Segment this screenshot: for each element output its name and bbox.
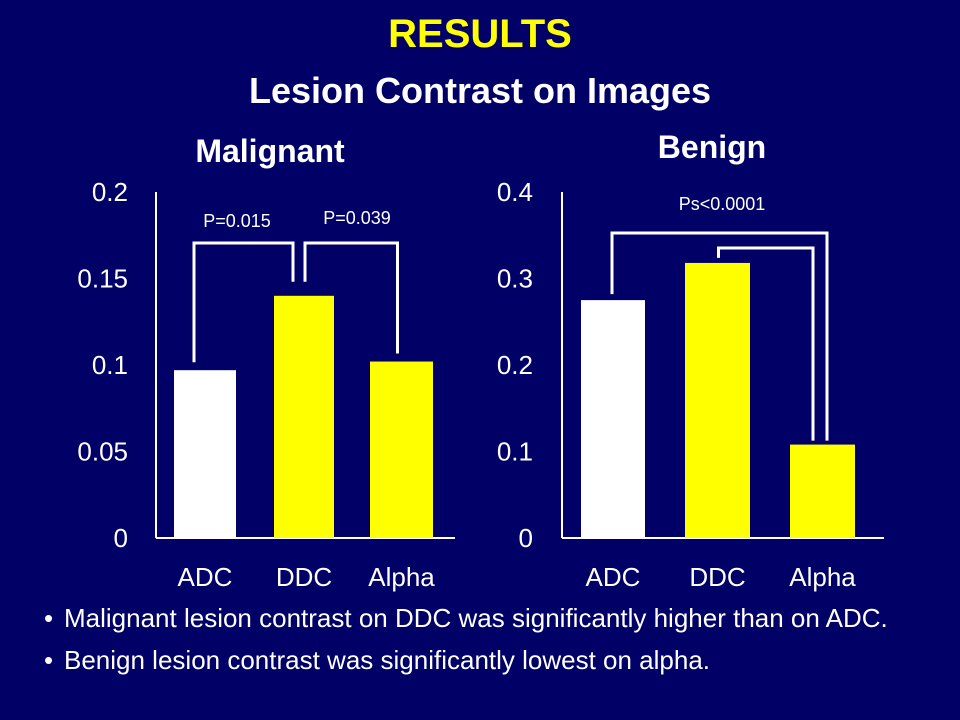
y-tick-label: 0.15 (77, 264, 128, 294)
y-tick-label: 0.3 (497, 264, 533, 294)
p-value-label: Ps<0.0001 (679, 194, 766, 214)
y-tick-label: 0.2 (497, 350, 533, 380)
significance-bracket (303, 241, 399, 354)
x-category-label: Alpha (368, 562, 435, 592)
p-value-label: P=0.015 (203, 211, 271, 231)
bullet-item: • Benign lesion contrast was significant… (44, 645, 934, 675)
bullet-dot: • (44, 645, 54, 675)
bullet-dot: • (44, 603, 54, 633)
y-tick-label: 0.05 (77, 437, 128, 467)
x-category-label: ADC (586, 562, 641, 592)
bar-adc (174, 370, 236, 538)
slide-subtitle: Lesion Contrast on Images (248, 70, 712, 111)
y-tick-label: 0 (114, 523, 128, 553)
slide-title: RESULTS (388, 12, 572, 56)
bar-ddc (274, 295, 334, 538)
x-category-label: Alpha (789, 562, 856, 592)
significance-bracket (610, 231, 829, 441)
bar-adc (581, 300, 645, 538)
chart-title: Benign (658, 129, 766, 165)
bullet-list: • Malignant lesion contrast on DDC was s… (44, 603, 934, 687)
chart-title: Malignant (195, 133, 345, 169)
x-category-label: DDC (689, 562, 745, 592)
significance-bracket (192, 241, 295, 363)
y-tick-label: 0 (519, 523, 533, 553)
bar-alpha (790, 444, 855, 538)
x-category-label: DDC (276, 562, 332, 592)
bar-alpha (370, 361, 433, 538)
significance-bracket (717, 246, 815, 441)
x-category-label: ADC (178, 562, 233, 592)
bullet-item: • Malignant lesion contrast on DDC was s… (44, 603, 934, 633)
bullet-text: Malignant lesion contrast on DDC was sig… (64, 603, 888, 633)
y-tick-label: 0.2 (92, 177, 128, 207)
bullet-text: Benign lesion contrast was significantly… (64, 645, 711, 675)
y-tick-label: 0.4 (497, 177, 533, 207)
y-tick-label: 0.1 (92, 350, 128, 380)
bar-ddc (685, 262, 750, 538)
p-value-label: P=0.039 (323, 208, 391, 228)
y-tick-label: 0.1 (497, 437, 533, 467)
